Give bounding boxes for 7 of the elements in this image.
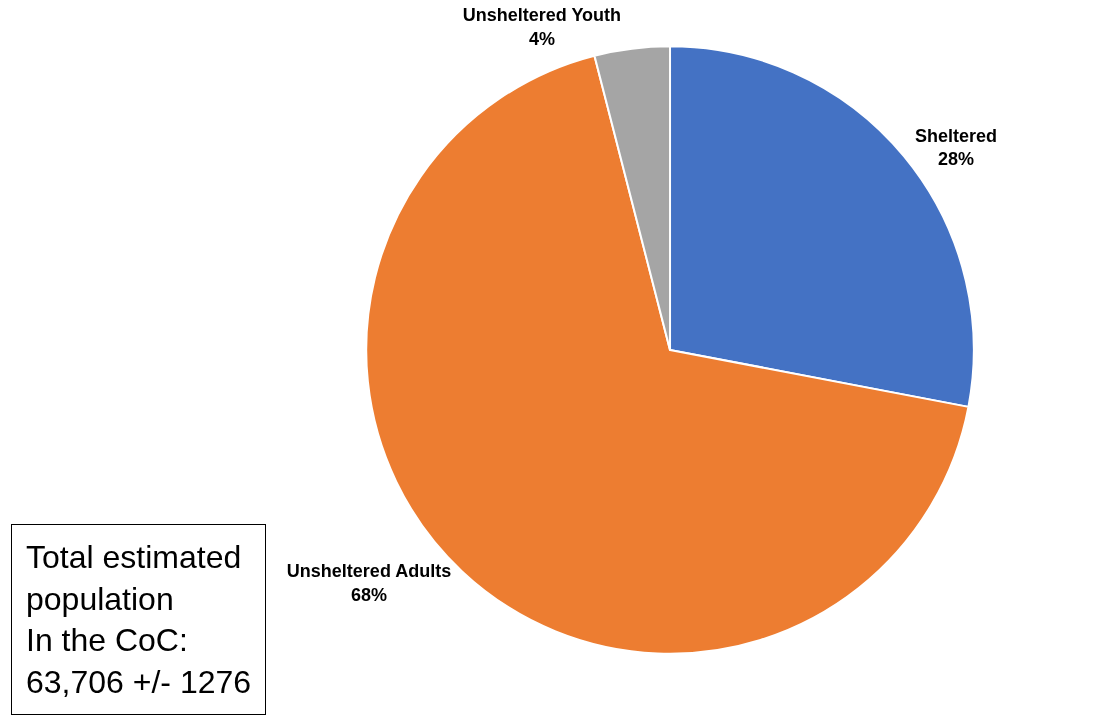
- slice-label: Unsheltered Adults: [286, 561, 452, 582]
- slice-label: Unsheltered Youth: [462, 5, 622, 26]
- data-label: 68%: [351, 584, 388, 605]
- data-label: 4%: [528, 28, 555, 49]
- data-label: 28%: [937, 149, 974, 170]
- text: Total estimated population In the CoC: 63,706 +/- 1276: [26, 539, 252, 700]
- slice-label: Sheltered: [914, 125, 997, 146]
